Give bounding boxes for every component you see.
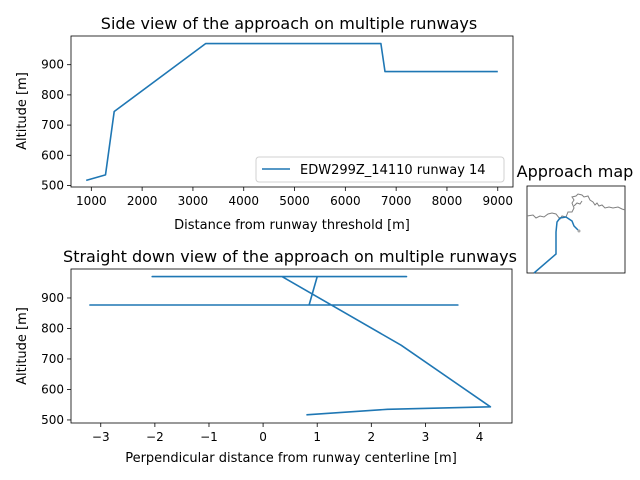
approach-map-frame (526, 185, 626, 274)
side-view-y-label: Altitude [m] (15, 72, 30, 150)
x-tick-label: 3000 (178, 194, 209, 208)
y-tick-label: 600 (41, 148, 64, 162)
x-tick-label: 9000 (482, 194, 513, 208)
approach-map-title: Approach map (517, 162, 634, 181)
side-view-legend: EDW299Z_14110 runway 14 (255, 156, 505, 183)
coastline-detail-path (573, 200, 583, 207)
x-tick-label: −2 (146, 430, 164, 444)
runway-marker (577, 229, 581, 233)
approach-map: Approach map (517, 162, 634, 274)
x-tick-label: 1 (313, 430, 321, 444)
side-view-x-label: Distance from runway threshold [m] (174, 218, 410, 233)
side-view-title: Side view of the approach on multiple ru… (101, 14, 477, 33)
series-line-0 (85, 42, 498, 182)
y-tick-label: 800 (41, 321, 64, 335)
top-down-view-chart: Straight down view of the approach on mu… (15, 247, 517, 466)
approach-track-path (533, 216, 579, 274)
y-tick-label: 800 (41, 88, 64, 102)
side-view-x-ticks: 1000 2000 3000 4000 5000 6000 7000 8000 9000 (76, 187, 513, 208)
y-tick-label: 900 (41, 291, 64, 305)
coastline-path (526, 193, 626, 220)
top-down-x-ticks: −3 −2 −1 0 1 2 3 4 (92, 423, 483, 444)
x-tick-label: −3 (92, 430, 110, 444)
top-down-plot-area (70, 268, 513, 424)
x-tick-label: 7000 (381, 194, 412, 208)
legend-frame (255, 156, 505, 183)
x-tick-label: 0 (259, 430, 267, 444)
x-tick-label: −1 (200, 430, 218, 444)
y-tick-label: 700 (41, 352, 64, 366)
x-tick-label: 4000 (228, 194, 259, 208)
side-view-y-ticks: 500 600 700 800 900 (41, 58, 71, 192)
x-tick-label: 5000 (279, 194, 310, 208)
top-down-y-ticks: 500 600 700 800 900 (41, 291, 71, 427)
top-down-x-label: Perpendicular distance from runway cente… (125, 451, 457, 466)
side-view-series (85, 42, 498, 182)
top-down-y-label: Altitude [m] (15, 307, 30, 385)
x-tick-label: 4 (476, 430, 484, 444)
x-tick-label: 1000 (76, 194, 107, 208)
y-tick-label: 900 (41, 58, 64, 72)
legend-label: EDW299Z_14110 runway 14 (300, 163, 486, 178)
x-tick-label: 3 (422, 430, 430, 444)
y-tick-label: 700 (41, 118, 64, 132)
y-tick-label: 600 (41, 382, 64, 396)
side-view-chart: Side view of the approach on multiple ru… (15, 14, 514, 233)
top-down-view-title: Straight down view of the approach on mu… (63, 247, 517, 266)
x-tick-label: 2 (367, 430, 375, 444)
y-tick-label: 500 (41, 413, 64, 427)
series-line-0 (89, 275, 492, 416)
x-tick-label: 6000 (330, 194, 361, 208)
top-down-series (89, 275, 492, 416)
x-tick-label: 8000 (432, 194, 463, 208)
y-tick-label: 500 (41, 178, 64, 192)
x-tick-label: 2000 (127, 194, 158, 208)
